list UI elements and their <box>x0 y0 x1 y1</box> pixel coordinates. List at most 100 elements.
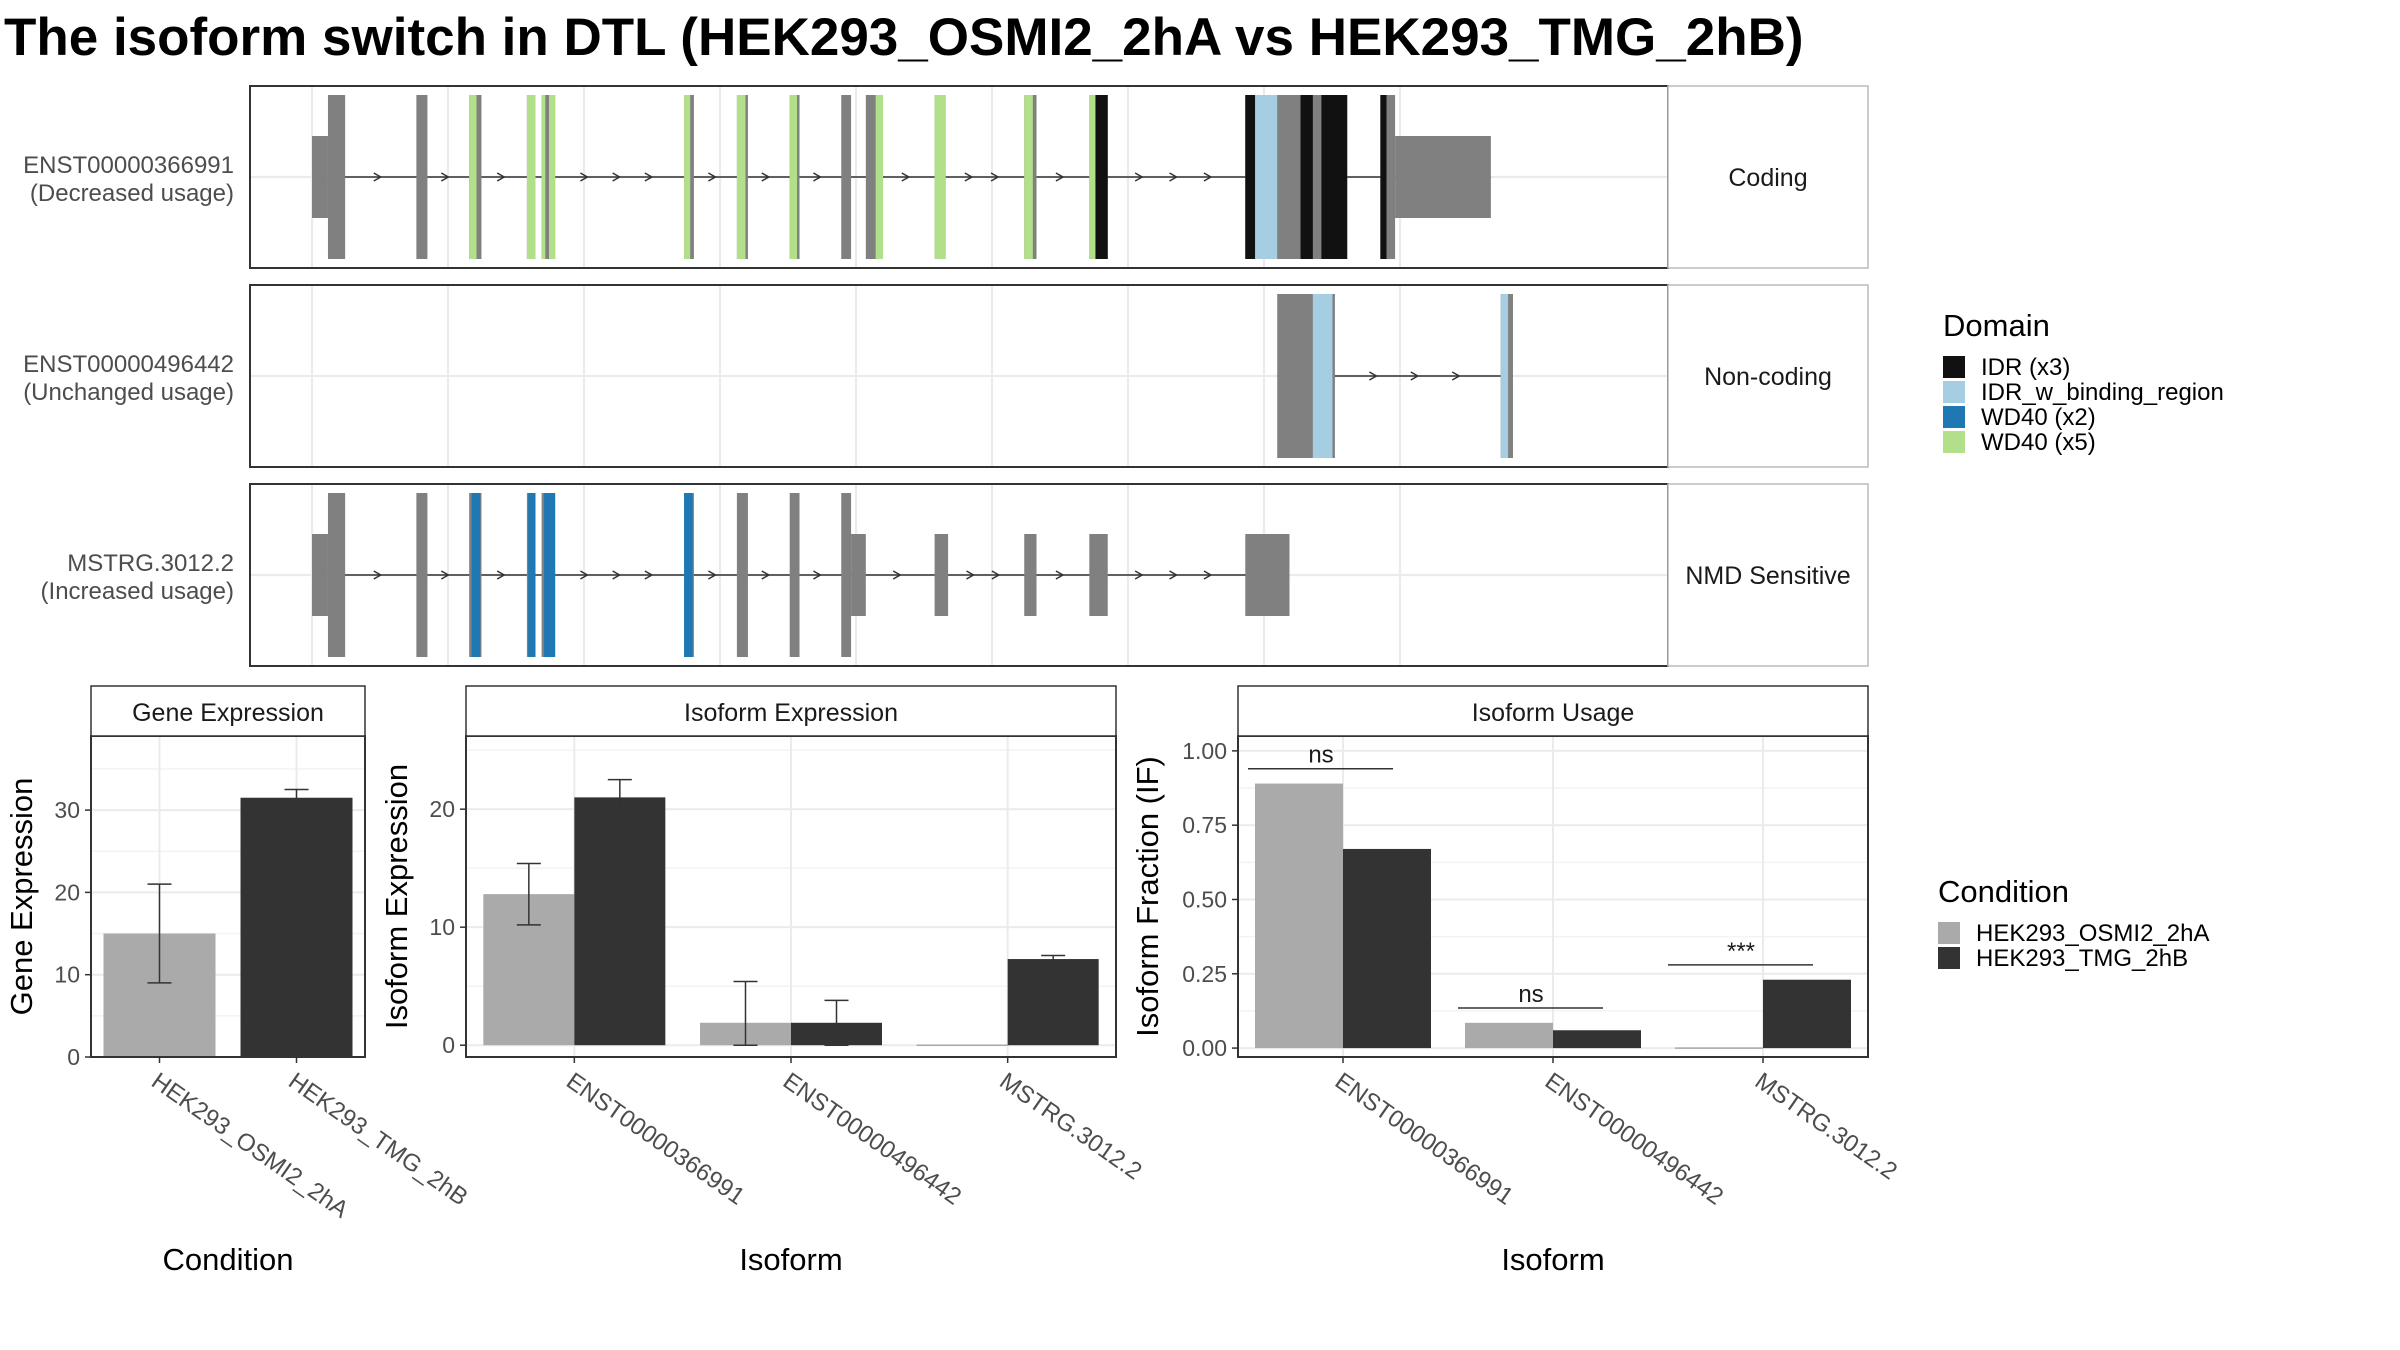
facet-label: NMD Sensitive <box>1685 562 1850 590</box>
exon <box>841 95 852 259</box>
legend-swatch-idr <box>1943 356 1965 378</box>
transcript-id: MSTRG.3012.2 <box>67 550 234 577</box>
intron-arrow <box>373 570 383 580</box>
y-tick-label: 0.50 <box>1182 886 1227 912</box>
intron-arrow <box>1169 172 1179 182</box>
intron-arrow <box>901 172 911 182</box>
y-tick-label: 0 <box>67 1044 80 1070</box>
figure-title: The isoform switch in DTL (HEK293_OSMI2_… <box>4 8 1804 67</box>
intron-arrow <box>1368 371 1378 381</box>
exon <box>416 493 428 657</box>
domain-wd40-x2 <box>471 493 481 657</box>
intron-arrow <box>496 172 506 182</box>
domain-idr <box>1300 95 1313 259</box>
bar <box>1465 1022 1553 1049</box>
domain-idr <box>1095 95 1108 259</box>
intron-arrow <box>1203 172 1213 182</box>
domain-idr-w-binding-region <box>1312 294 1333 458</box>
bar <box>240 797 353 1057</box>
y-tick-label: 0.75 <box>1182 812 1227 838</box>
x-tick-label: ENST00000496442 <box>778 1068 966 1211</box>
intron-arrow <box>1169 570 1179 580</box>
intron-arrow <box>644 172 654 182</box>
legend-label: WD40 (x5) <box>1981 429 2096 456</box>
x-axis-title: Isoform <box>1501 1242 1604 1277</box>
intron-arrow <box>612 172 622 182</box>
intron-arrow <box>966 570 975 580</box>
x-tick-label: MSTRG.3012.2 <box>995 1068 1147 1186</box>
significance-label: ns <box>1308 742 1333 769</box>
y-tick-label: 30 <box>54 797 80 823</box>
domain-idr-w-binding-region <box>1255 95 1278 259</box>
intron-arrow <box>612 570 622 580</box>
x-tick-label: ENST00000496442 <box>1540 1068 1728 1211</box>
intron-arrow <box>1203 570 1213 580</box>
exon <box>416 95 428 259</box>
legend-swatch-cond1 <box>1938 922 1960 944</box>
intron-arrow <box>991 570 1001 580</box>
domain-idr <box>1380 95 1387 259</box>
chart-strip <box>1237 685 1869 737</box>
domain-wd40-x5 <box>789 95 798 259</box>
chart-strip <box>90 685 366 737</box>
y-tick-label: 1.00 <box>1182 738 1227 764</box>
exon <box>789 493 800 657</box>
bar <box>1255 783 1343 1049</box>
domain-idr <box>1321 95 1348 259</box>
bar <box>574 797 666 1046</box>
bar <box>1763 979 1851 1049</box>
exon <box>1089 534 1108 616</box>
exon <box>312 136 328 218</box>
domain-idr <box>1245 95 1256 259</box>
transcript-usage: (Unchanged usage) <box>23 379 234 406</box>
exon <box>327 95 346 259</box>
domain-wd40-x5 <box>684 95 691 259</box>
intron-arrow <box>580 570 589 580</box>
intron-arrow <box>1410 371 1420 381</box>
domain-wd40-x5 <box>875 95 884 259</box>
domain-wd40-x2 <box>684 493 693 657</box>
legend-label: HEK293_OSMI2_2hA <box>1976 920 2209 947</box>
condition-legend-title: Condition <box>1938 874 2069 909</box>
y-tick-label: 0.25 <box>1182 961 1227 987</box>
y-tick-label: 10 <box>429 914 455 940</box>
domain-wd40-x2 <box>544 493 556 657</box>
intron-arrow <box>1134 172 1144 182</box>
exon <box>1024 534 1037 616</box>
transcript-tracks: Coding ENST00000366991(Decreased usage) No… <box>23 85 1869 667</box>
y-tick-label: 0 <box>442 1032 455 1058</box>
y-axis-title: Isoform Expression <box>379 764 414 1029</box>
legend-label: IDR_w_binding_region <box>1981 379 2224 406</box>
intron-arrow <box>496 570 506 580</box>
intron-arrow <box>761 570 771 580</box>
x-tick-label: ENST00000366991 <box>561 1068 749 1211</box>
y-tick-label: 0.00 <box>1182 1035 1227 1061</box>
intron-arrow <box>813 570 822 580</box>
legend-swatch-wd40-x2 <box>1943 406 1965 428</box>
legend-label: IDR (x3) <box>1981 354 2070 381</box>
intron-arrow <box>708 570 717 580</box>
facet-label: Coding <box>1728 164 1807 192</box>
legend-label: WD40 (x2) <box>1981 404 2096 431</box>
intron-arrow <box>440 570 450 580</box>
domain-wd40-x5 <box>526 95 536 259</box>
exon <box>736 493 748 657</box>
bar <box>1343 848 1431 1049</box>
x-axis-title: Condition <box>163 1242 294 1277</box>
domain-legend-title: Domain <box>1943 308 2050 343</box>
facet-strip <box>1667 284 1869 468</box>
legend-swatch-cond2 <box>1938 947 1960 969</box>
domain-wd40-x2 <box>528 493 536 657</box>
domain-wd40-x5 <box>541 95 546 259</box>
significance-label: ns <box>1518 981 1543 1008</box>
domain-wd40-x5 <box>469 95 477 259</box>
x-tick-label: MSTRG.3012.2 <box>1750 1068 1902 1186</box>
exon <box>327 493 346 657</box>
y-axis-title: Isoform Fraction (IF) <box>1130 756 1165 1037</box>
domain-wd40-x5 <box>549 95 556 259</box>
transcript-usage: (Increased usage) <box>41 578 234 605</box>
